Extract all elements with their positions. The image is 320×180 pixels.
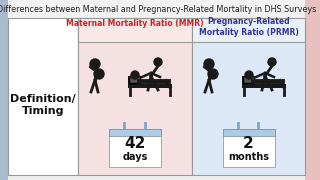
Text: 42: 42 [124,136,146,152]
Bar [257,122,260,133]
Circle shape [204,59,214,69]
Circle shape [94,69,104,79]
Bar [242,76,246,88]
Circle shape [131,71,139,79]
Circle shape [154,58,162,66]
Circle shape [245,71,253,79]
Text: 2: 2 [243,136,254,152]
Bar [78,18,192,42]
Text: Pregnancy-Related
Mortality Ratio (PRMR): Pregnancy-Related Mortality Ratio (PRMR) [199,17,299,37]
Bar [0,0,8,180]
Bar [192,18,305,42]
Bar [78,18,192,175]
Bar [236,122,240,133]
Bar [109,129,161,167]
Text: Differences between Maternal and Pregnancy-Related Mortality in DHS Surveys: Differences between Maternal and Pregnan… [0,4,316,14]
Bar [109,129,161,136]
Bar [192,18,305,175]
Bar [8,0,305,18]
FancyBboxPatch shape [130,76,140,84]
Circle shape [90,59,100,69]
Bar [144,122,147,133]
Bar [123,122,126,133]
Bar [128,76,132,88]
Bar [242,84,286,88]
Bar [305,0,320,180]
Bar [128,84,172,88]
Circle shape [208,69,218,79]
Circle shape [268,58,276,66]
Text: days: days [122,152,148,162]
Bar [8,18,78,175]
Bar [222,129,275,136]
Text: months: months [228,152,269,162]
FancyBboxPatch shape [244,76,254,84]
Text: Maternal Mortality Ratio (MMR): Maternal Mortality Ratio (MMR) [66,19,204,28]
Text: Definition/
Timing: Definition/ Timing [10,94,76,116]
Bar [222,129,275,167]
